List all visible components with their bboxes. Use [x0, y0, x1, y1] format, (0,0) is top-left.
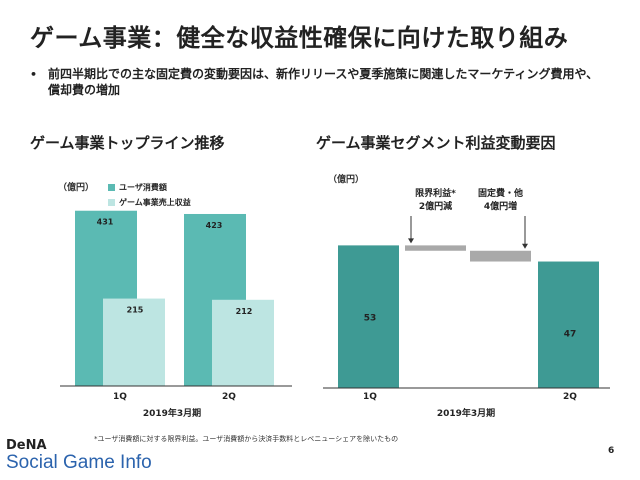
waterfall-total-bar-1Q [338, 245, 399, 388]
waterfall-annotation-line1-1: 限界利益* [415, 187, 456, 199]
left-chart-title: ゲーム事業トップライン推移 [30, 134, 225, 152]
footnote: *ユーザ消費額に対する限界利益。ユーザ消費額から決済手数料とレベニューシェアを除… [94, 435, 399, 443]
x-tick-right-2Q: 2Q [563, 392, 577, 402]
dena-logo: DeNA [6, 438, 47, 453]
waterfall-annotation-line2-2: 4億円増 [484, 200, 517, 212]
bullet-marker: • [30, 68, 38, 81]
legend-label-game-revenue: ゲーム事業売上収益 [119, 198, 191, 207]
legend-swatch-user-spend [108, 184, 115, 191]
left-chart-xlabel: 2019年3月期 [143, 407, 201, 419]
page-title: ゲーム事業：健全な収益性確保に向けた取り組み [30, 24, 569, 52]
left-chart-legend: ユーザ消費額 ゲーム事業売上収益 [108, 180, 191, 210]
waterfall-total-bar-2Q [538, 261, 599, 388]
legend-item-game-revenue: ゲーム事業売上収益 [108, 195, 191, 210]
label-game-revenue-1Q: 215 [127, 306, 144, 315]
legend-label-user-spend: ユーザ消費額 [119, 183, 167, 192]
waterfall-arrow-head-2 [522, 243, 528, 249]
waterfall-delta-bar-2 [470, 250, 531, 262]
waterfall-arrow-head-1 [408, 238, 414, 244]
waterfall-delta-bar-1 [405, 245, 466, 251]
x-tick-right-1Q: 1Q [363, 392, 377, 402]
label-user-spend-2Q: 423 [206, 221, 223, 230]
bar-game-revenue-2Q [212, 299, 274, 386]
waterfall-annotation-line1-2: 固定費・他 [478, 187, 523, 199]
legend-swatch-game-revenue [108, 199, 115, 206]
waterfall-total-value-2Q: 47 [564, 330, 577, 340]
page-number: 6 [608, 446, 615, 456]
waterfall-total-value-1Q: 53 [364, 313, 377, 323]
right-chart-title: ゲーム事業セグメント利益変動要因 [316, 134, 556, 152]
legend-item-user-spend: ユーザ消費額 [108, 180, 191, 195]
bar-game-revenue-1Q [103, 298, 165, 386]
label-game-revenue-2Q: 212 [236, 307, 253, 316]
social-game-info-logo: Social Game Info [6, 452, 152, 473]
right-chart-unit: （億円） [328, 175, 365, 185]
x-tick-left-2Q: 2Q [222, 392, 236, 402]
label-user-spend-1Q: 431 [97, 218, 114, 227]
left-chart-unit: （億円） [58, 183, 95, 193]
waterfall-annotation-line2-1: 2億円減 [419, 200, 452, 212]
right-chart-xlabel: 2019年3月期 [437, 407, 495, 419]
bullet-text: 前四半期比での主な固定費の変動要因は、新作リリースや夏季施策に関連したマーケティ… [48, 67, 599, 97]
x-tick-left-1Q: 1Q [113, 392, 127, 402]
